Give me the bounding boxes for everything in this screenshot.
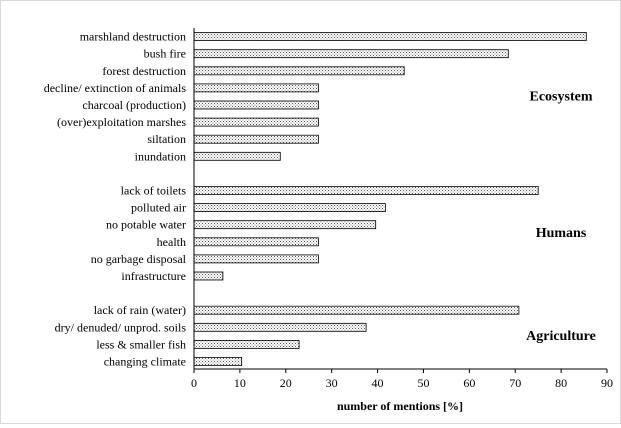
x-tick-label: 10: [234, 376, 246, 390]
category-labels: marshland destruction bush fire forest des…: [44, 30, 187, 369]
category-label: charcoal (production): [82, 98, 186, 112]
bars-layer: [193, 32, 587, 366]
bar-lack-of-toilets: [193, 186, 539, 195]
x-tick-label: 20: [280, 376, 292, 390]
x-tick-label: 40: [372, 376, 384, 390]
category-label: bush fire: [144, 47, 186, 61]
category-label: (over)exploitation marshes: [57, 115, 186, 129]
group-labels: Ecosystem Humans Agriculture: [526, 89, 596, 343]
x-ticks: 0 10 20 30 40 50 60 70 80 90: [191, 369, 613, 390]
bar-forest-destruction: [193, 66, 405, 76]
category-label: marshland destruction: [80, 30, 186, 44]
bar-lack-of-rain-water: [193, 305, 520, 315]
category-label: forest destruction: [102, 64, 186, 78]
category-label: dry/ denuded/ unprod. soils: [55, 320, 187, 334]
bar-less-smaller-fish: [193, 339, 300, 349]
bar-changing-climate: [193, 357, 243, 366]
bar-infrastructure: [193, 271, 224, 281]
category-label: siltation: [147, 132, 186, 146]
bar-siltation: [193, 134, 319, 144]
x-tick-label: 80: [555, 376, 567, 390]
bar-dry-denuded-unprod-soils: [193, 322, 367, 332]
bar-decline-extinction-of-animals: [193, 83, 319, 93]
category-label: less & smaller fish: [96, 337, 186, 351]
x-tick-label: 70: [509, 376, 521, 390]
x-axis-title: number of mentions [%]: [337, 399, 463, 413]
group-label: Humans: [536, 226, 587, 241]
x-tick-label: 90: [601, 376, 613, 390]
bar-polluted-air: [193, 203, 386, 213]
category-label: lack of toilets: [121, 184, 187, 198]
category-label: changing climate: [104, 355, 186, 369]
x-tick-label: 30: [326, 376, 338, 390]
bar-charcoal-production: [193, 100, 319, 110]
bar-no-garbage-disposal: [193, 254, 319, 264]
category-label: polluted air: [131, 201, 186, 215]
group-label: Ecosystem: [530, 89, 593, 104]
bar-over-exploitation-marshes: [193, 117, 319, 127]
category-label: lack of rain (water): [94, 303, 186, 317]
category-label: infrastructure: [121, 269, 186, 283]
x-tick-label: 60: [463, 376, 475, 390]
category-label: health: [157, 235, 186, 249]
bar-bush-fire: [193, 49, 509, 59]
category-label: no potable water: [106, 218, 186, 232]
category-label: no garbage disposal: [91, 252, 187, 266]
category-label: decline/ extinction of animals: [44, 81, 187, 95]
bar-inundation: [193, 151, 281, 161]
bar-health: [193, 237, 319, 247]
x-tick-label: 0: [191, 376, 197, 390]
x-tick-label: 50: [417, 376, 429, 390]
bar-no-potable-water: [193, 220, 377, 230]
group-label: Agriculture: [526, 329, 596, 344]
bar-marshland-destruction: [193, 32, 587, 41]
category-label: inundation: [135, 149, 186, 163]
